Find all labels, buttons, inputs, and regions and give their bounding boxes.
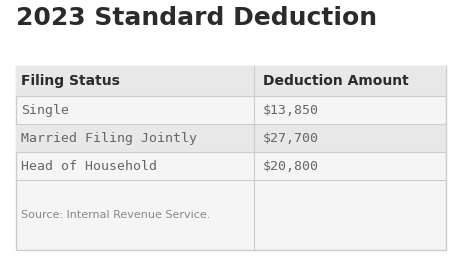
Text: $27,700: $27,700 bbox=[263, 132, 319, 145]
Text: Deduction Amount: Deduction Amount bbox=[263, 74, 409, 88]
Text: $13,850: $13,850 bbox=[263, 104, 319, 117]
Text: $20,800: $20,800 bbox=[263, 160, 319, 173]
Text: Single: Single bbox=[21, 104, 69, 117]
Text: 2023 Standard Deduction: 2023 Standard Deduction bbox=[16, 6, 377, 30]
Text: Head of Household: Head of Household bbox=[21, 160, 157, 173]
FancyBboxPatch shape bbox=[16, 66, 446, 96]
FancyBboxPatch shape bbox=[16, 66, 446, 250]
Text: Married Filing Jointly: Married Filing Jointly bbox=[21, 132, 197, 145]
Text: Source: Internal Revenue Service.: Source: Internal Revenue Service. bbox=[21, 210, 211, 220]
Text: Filing Status: Filing Status bbox=[21, 74, 120, 88]
FancyBboxPatch shape bbox=[16, 124, 446, 152]
